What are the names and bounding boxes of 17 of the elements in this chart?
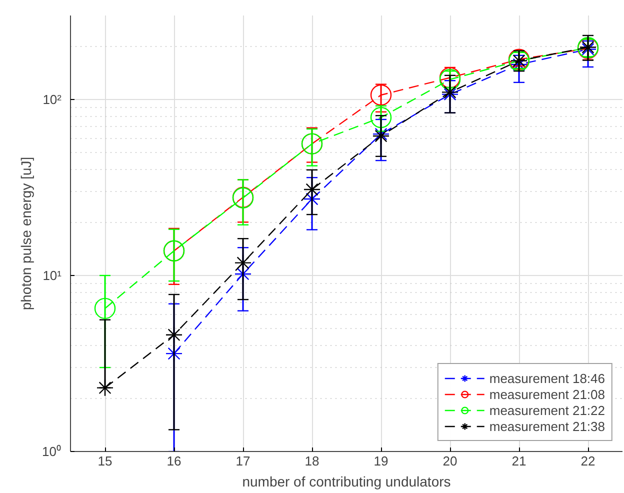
- x-tick-label: 15: [98, 454, 112, 468]
- y-axis-title: photon pulse energy [uJ]: [18, 156, 34, 310]
- x-tick-label: 20: [442, 454, 458, 468]
- legend-label: measurement 21:38: [489, 418, 605, 434]
- y-tick-label: 10¹: [42, 268, 62, 283]
- legend-label: measurement 21:22: [489, 402, 605, 418]
- x-tick-label: 18: [304, 454, 320, 468]
- x-tick-label: 22: [580, 454, 596, 468]
- legend-label: measurement 18:46: [489, 370, 605, 386]
- y-tick-label: 10⁰: [42, 444, 62, 459]
- x-tick-label: 21: [512, 454, 526, 468]
- y-tick-label: 10²: [42, 92, 62, 107]
- legend-label: measurement 21:08: [489, 386, 605, 402]
- x-tick-label: 19: [374, 454, 388, 468]
- x-tick-label: 16: [166, 454, 182, 468]
- x-axis-title: number of contributing undulators: [242, 474, 451, 490]
- x-tick-label: 17: [236, 454, 250, 468]
